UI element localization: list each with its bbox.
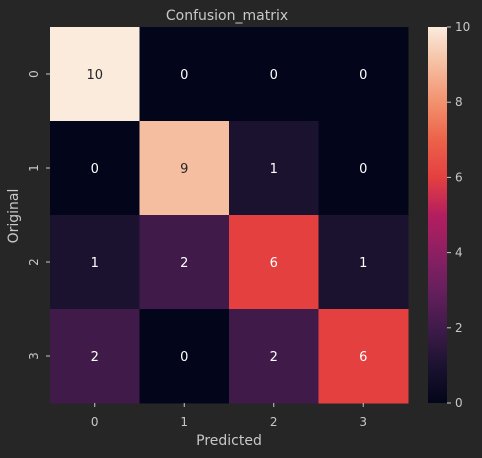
cell-value-label: 6 [270,256,278,271]
heatmap-cell [139,121,230,216]
y-axis-label: Original [6,189,22,244]
heatmap-cell [229,121,319,216]
heatmap-cell [139,27,230,122]
colorbar-gradient [428,27,447,403]
heatmap-cell [318,309,409,404]
chart-title: Confusion_matrix [166,8,288,24]
x-tick-label: 3 [359,415,367,429]
cell-value-label: 1 [270,162,278,177]
heatmap-cell [139,215,230,310]
colorbar: 0 2 4 6 8 10 [428,20,470,410]
cell-value-label: 1 [359,256,367,271]
cell-value-label: 2 [270,350,278,365]
cell-value-label: 1 [91,256,99,271]
y-tick-label: 2 [27,258,41,266]
cell-value-label: 6 [359,350,367,365]
colorbar-tick-label: 10 [455,20,470,34]
cell-value-label: 0 [359,68,367,83]
heatmap-cell [318,121,409,216]
cell-annotations: 10 0 0 00 9 1 01 2 6 12 0 2 6 [86,68,367,365]
heatmap-cell [139,309,230,404]
y-axis: 0 1 2 3 [27,70,50,360]
heatmap-cell [318,27,409,122]
y-tick-label: 1 [27,164,41,172]
cell-value-label: 0 [180,350,188,365]
cell-value-label: 0 [270,68,278,83]
cell-value-label: 2 [91,350,99,365]
colorbar-tick-label: 6 [455,170,463,184]
heatmap-cell [229,309,319,404]
colorbar-tick-label: 2 [455,321,463,335]
x-tick-label: 1 [180,415,188,429]
x-axis-label: Predicted [196,433,262,449]
y-tick-label: 0 [27,70,41,78]
heatmap-cells [50,27,409,404]
heatmap-cell [50,27,140,122]
heatmap-cell [50,121,140,216]
cell-value-label: 0 [91,162,99,177]
colorbar-tick-label: 8 [455,95,463,109]
x-axis: 0 1 2 3 [91,403,367,429]
cell-value-label: 9 [180,162,188,177]
cell-value-label: 2 [180,256,188,271]
heatmap-cell [50,309,140,404]
cell-value-label: 0 [359,162,367,177]
x-tick-label: 0 [91,415,99,429]
heatmap-cell [50,215,140,310]
cell-value-label: 10 [86,68,103,83]
colorbar-tick-label: 0 [455,396,463,410]
heatmap-cell [229,215,319,310]
heatmap-cell [229,27,319,122]
x-tick-label: 2 [270,415,278,429]
colorbar-tick-label: 4 [455,246,463,260]
heatmap-cell [318,215,409,310]
y-tick-label: 3 [27,352,41,360]
cell-value-label: 0 [180,68,188,83]
